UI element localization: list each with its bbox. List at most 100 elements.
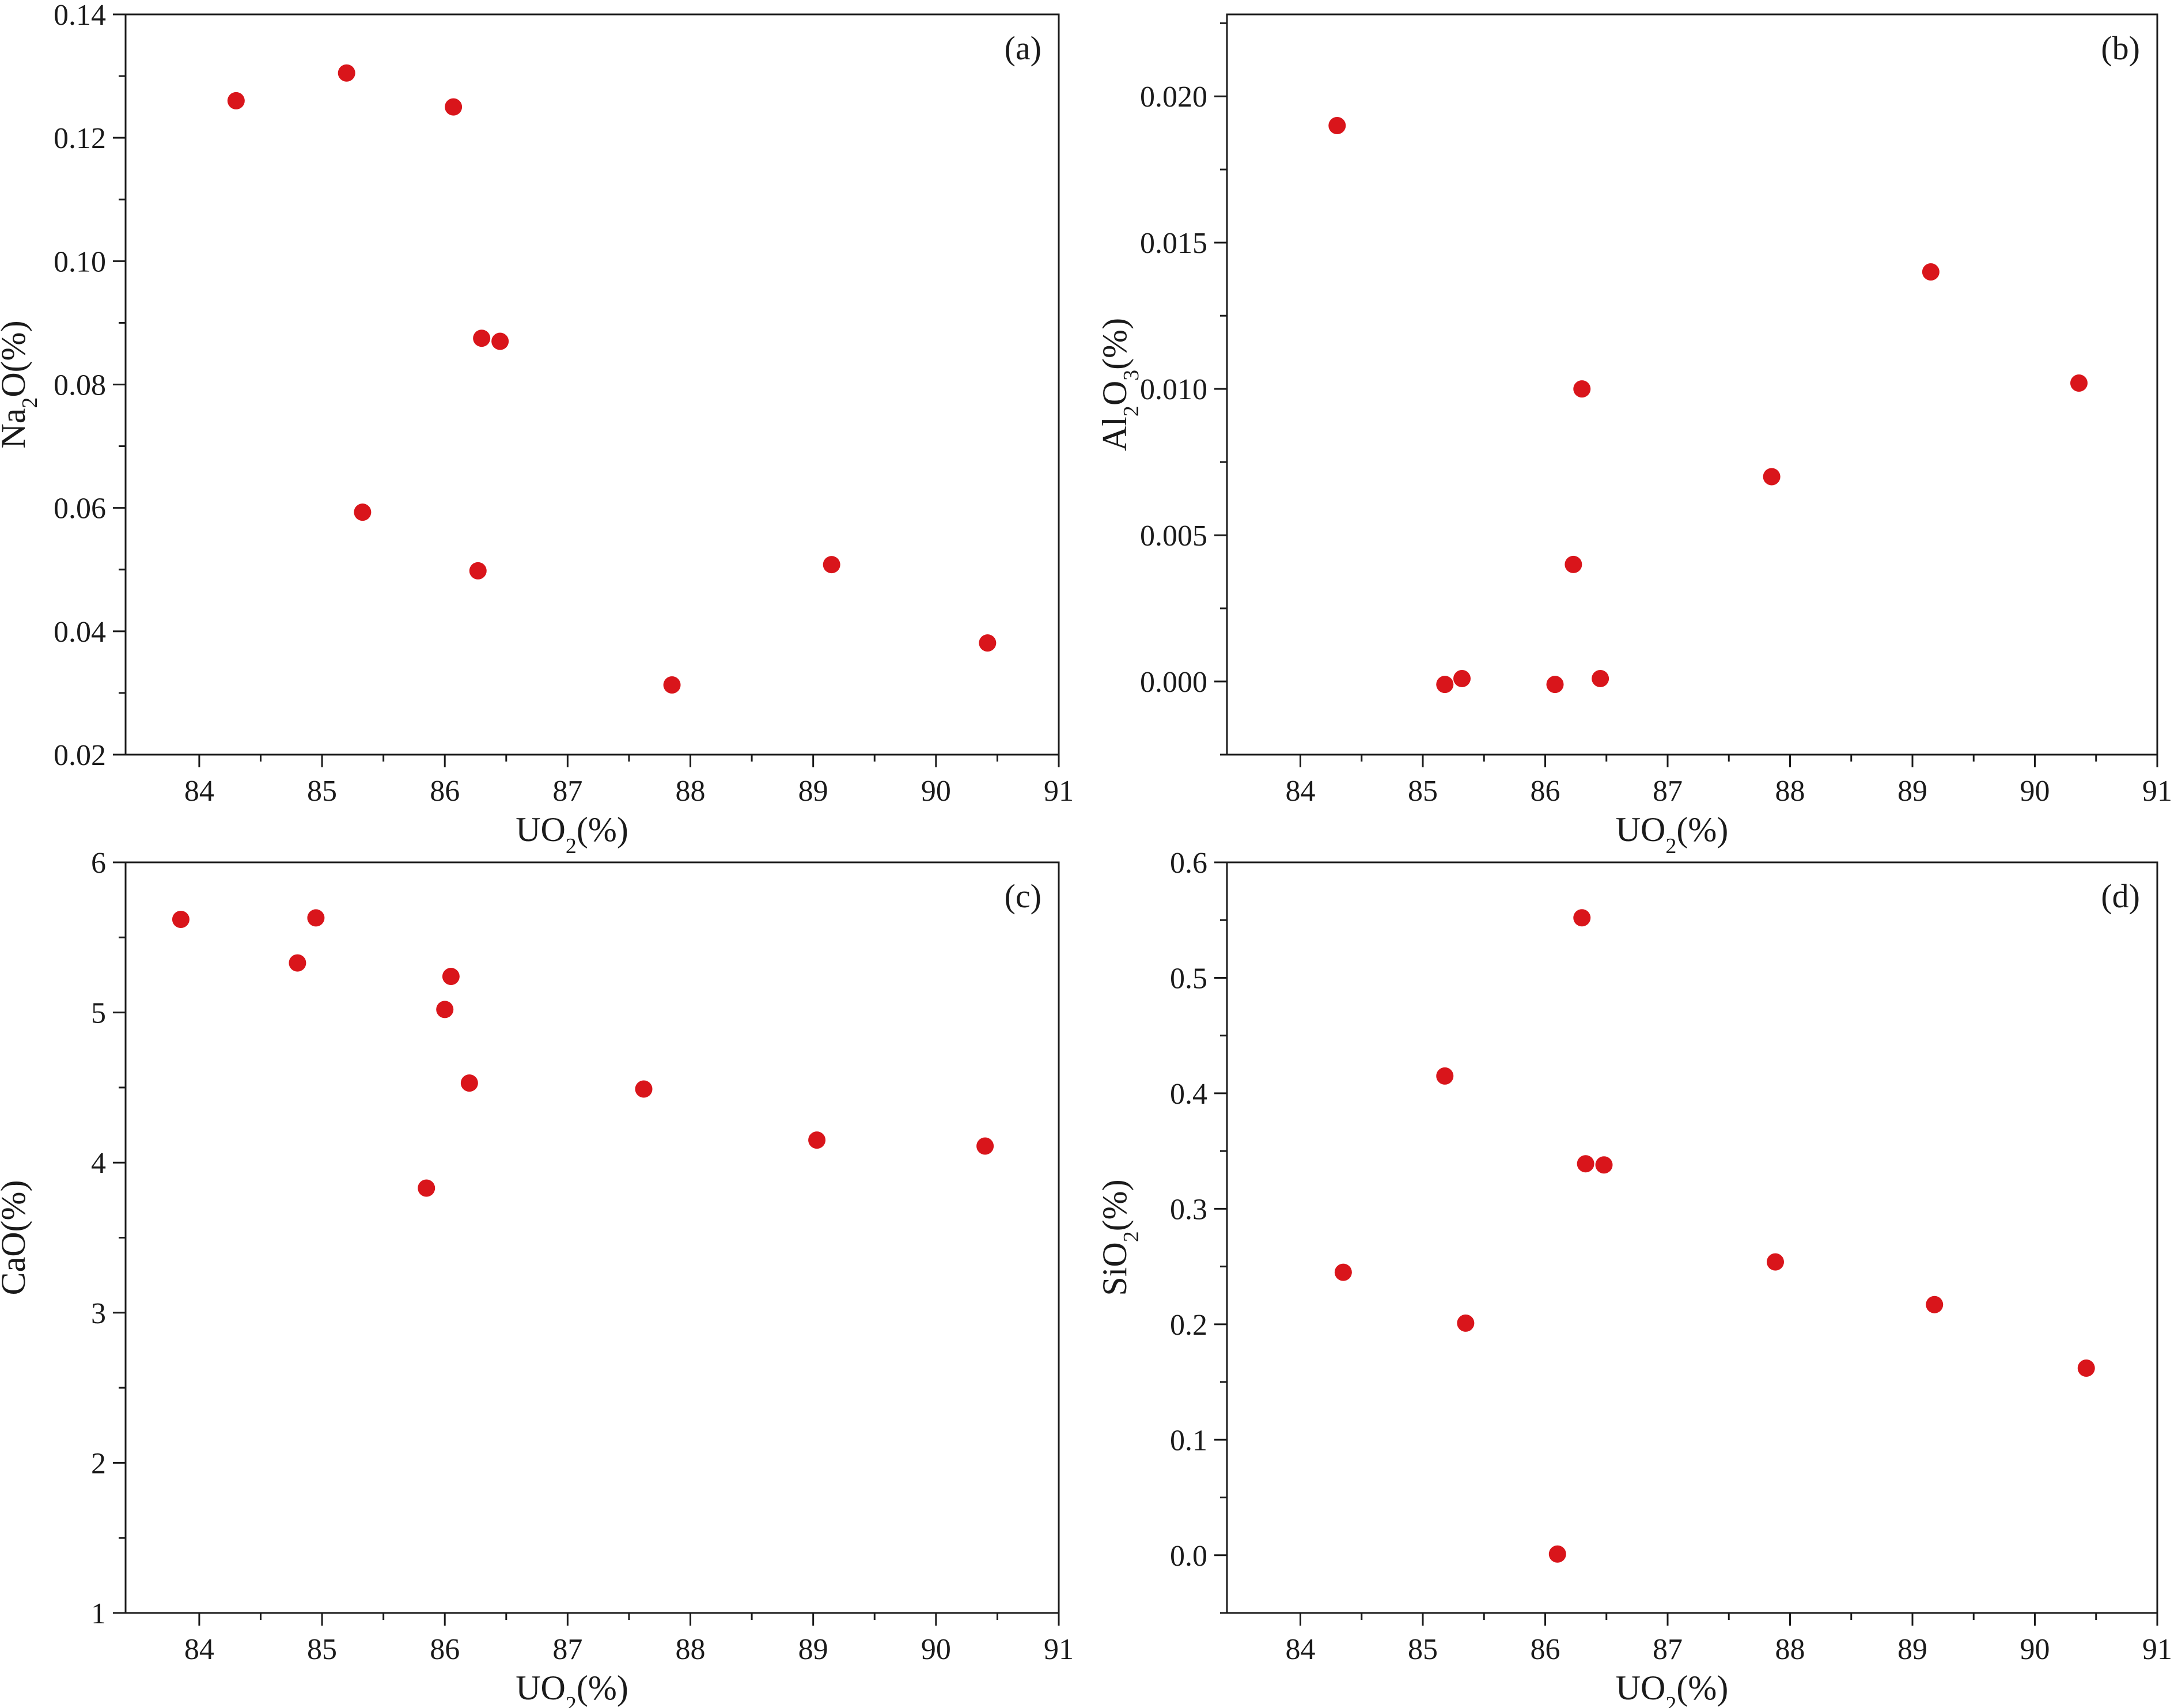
data-point xyxy=(1453,669,1471,687)
y-tick-label: 0.10 xyxy=(54,245,106,278)
x-tick-label: 86 xyxy=(430,1633,460,1666)
x-tick-label: 86 xyxy=(1531,1633,1560,1666)
y-tick-label: 0.000 xyxy=(1140,666,1207,699)
y-tick-label: 0.08 xyxy=(54,369,106,402)
data-point xyxy=(979,634,997,652)
data-point xyxy=(1922,263,1940,281)
y-tick-label: 0.04 xyxy=(54,616,106,649)
plot-frame xyxy=(124,13,1060,756)
x-tick-label: 85 xyxy=(1408,775,1438,808)
x-tick-label: 90 xyxy=(921,775,951,808)
data-point xyxy=(436,1001,454,1018)
plot-frame xyxy=(124,861,1060,1614)
data-point xyxy=(469,562,487,580)
y-tick-label: 0.010 xyxy=(1140,373,1207,406)
data-point xyxy=(1457,1314,1475,1332)
y-tick-label: 5 xyxy=(91,997,106,1030)
data-point xyxy=(491,332,509,350)
chart-panel-b: 84 85 86 87 88 89 90 91 0.000 0.005 0.010 0.015 0.02… xyxy=(1096,13,2172,858)
x-axis-label: UO2(%) xyxy=(516,1669,628,1708)
panel-label: (b) xyxy=(2101,29,2140,67)
data-point xyxy=(1763,468,1781,486)
data-point xyxy=(338,64,355,82)
data-point xyxy=(1328,117,1346,135)
y-axis-label: Al2O3(%) xyxy=(1096,318,1143,451)
panel-label: (d) xyxy=(2101,877,2140,915)
y-tick-label: 3 xyxy=(91,1297,106,1330)
data-point xyxy=(635,1080,653,1098)
x-tick-label: 87 xyxy=(552,1633,582,1666)
data-point xyxy=(307,909,325,927)
data-point xyxy=(289,954,306,972)
x-tick-label: 91 xyxy=(1044,775,1074,808)
x-tick-label: 89 xyxy=(798,775,828,808)
x-tick-label: 87 xyxy=(1653,1633,1683,1666)
x-tick-label: 86 xyxy=(1531,775,1560,808)
data-point xyxy=(1573,380,1591,398)
data-point xyxy=(227,92,245,109)
y-tick-label: 0.12 xyxy=(54,122,106,155)
x-tick-label: 86 xyxy=(430,775,460,808)
x-tick-label: 90 xyxy=(921,1633,951,1666)
x-tick-label: 84 xyxy=(1286,775,1316,808)
x-tick-label: 91 xyxy=(1044,1633,1074,1666)
plot-frame xyxy=(1226,13,2158,756)
y-tick-label: 0.015 xyxy=(1140,227,1207,260)
data-point xyxy=(418,1179,435,1197)
x-tick-label: 88 xyxy=(676,1633,706,1666)
y-tick-label: 0.14 xyxy=(54,0,106,32)
y-tick-label: 0.4 xyxy=(1170,1078,1207,1111)
y-tick-label: 0.2 xyxy=(1170,1309,1207,1342)
data-point xyxy=(1565,555,1582,573)
x-tick-label: 90 xyxy=(2020,1633,2050,1666)
x-tick-label: 91 xyxy=(2142,775,2172,808)
data-point xyxy=(442,968,460,986)
x-tick-label: 84 xyxy=(184,775,214,808)
data-point xyxy=(2070,374,2088,392)
data-point xyxy=(445,98,463,116)
y-tick-label: 0.5 xyxy=(1170,962,1207,995)
data-point xyxy=(1577,1155,1594,1173)
data-point xyxy=(354,503,372,521)
x-tick-label: 84 xyxy=(184,1633,214,1666)
x-tick-label: 89 xyxy=(798,1633,828,1666)
x-tick-label: 85 xyxy=(307,775,337,808)
chart-panel-a: 84 85 86 87 88 89 90 91 0.02 0.04 0.06 0.08 0.10 0.12… xyxy=(0,0,1074,858)
y-tick-label: 4 xyxy=(91,1147,106,1180)
x-tick-label: 90 xyxy=(2020,775,2050,808)
y-tick-label: 0.0 xyxy=(1170,1540,1207,1573)
data-point xyxy=(1436,1067,1454,1085)
panel-label: (c) xyxy=(1005,877,1041,915)
y-axis-label: CaO(%) xyxy=(0,1180,32,1296)
data-point xyxy=(1334,1263,1352,1281)
data-point xyxy=(808,1131,826,1149)
chart-panel-d: 84 85 86 87 88 89 90 91 0.0 0.1 0.2 0.3 0.4 0.5 0.6 UO2… xyxy=(1096,847,2172,1708)
x-tick-label: 87 xyxy=(1653,775,1683,808)
y-tick-label: 2 xyxy=(91,1447,106,1480)
data-point xyxy=(823,556,840,574)
data-point xyxy=(663,676,681,694)
data-point xyxy=(460,1074,478,1092)
data-point xyxy=(1546,676,1564,694)
x-axis-label: UO2(%) xyxy=(1616,1669,1729,1708)
x-tick-label: 88 xyxy=(1775,1633,1805,1666)
y-tick-label: 1 xyxy=(91,1597,106,1630)
x-tick-label: 88 xyxy=(1775,775,1805,808)
y-tick-label: 0.3 xyxy=(1170,1193,1207,1226)
x-tick-label: 91 xyxy=(2142,1633,2172,1666)
y-axis-label: Na2O(%) xyxy=(0,320,42,448)
x-axis-label: UO2(%) xyxy=(1616,811,1729,858)
data-point xyxy=(473,330,491,347)
x-tick-label: 89 xyxy=(1897,1633,1927,1666)
data-point xyxy=(976,1137,994,1155)
plot-frame xyxy=(1226,861,2158,1614)
y-axis-label: SiO2(%) xyxy=(1096,1179,1143,1296)
data-point xyxy=(2077,1359,2095,1377)
data-point xyxy=(1436,676,1454,694)
x-tick-label: 85 xyxy=(307,1633,337,1666)
y-tick-label: 0.06 xyxy=(54,493,106,525)
x-tick-label: 88 xyxy=(676,775,706,808)
data-point xyxy=(1573,909,1591,927)
data-point xyxy=(172,911,190,929)
